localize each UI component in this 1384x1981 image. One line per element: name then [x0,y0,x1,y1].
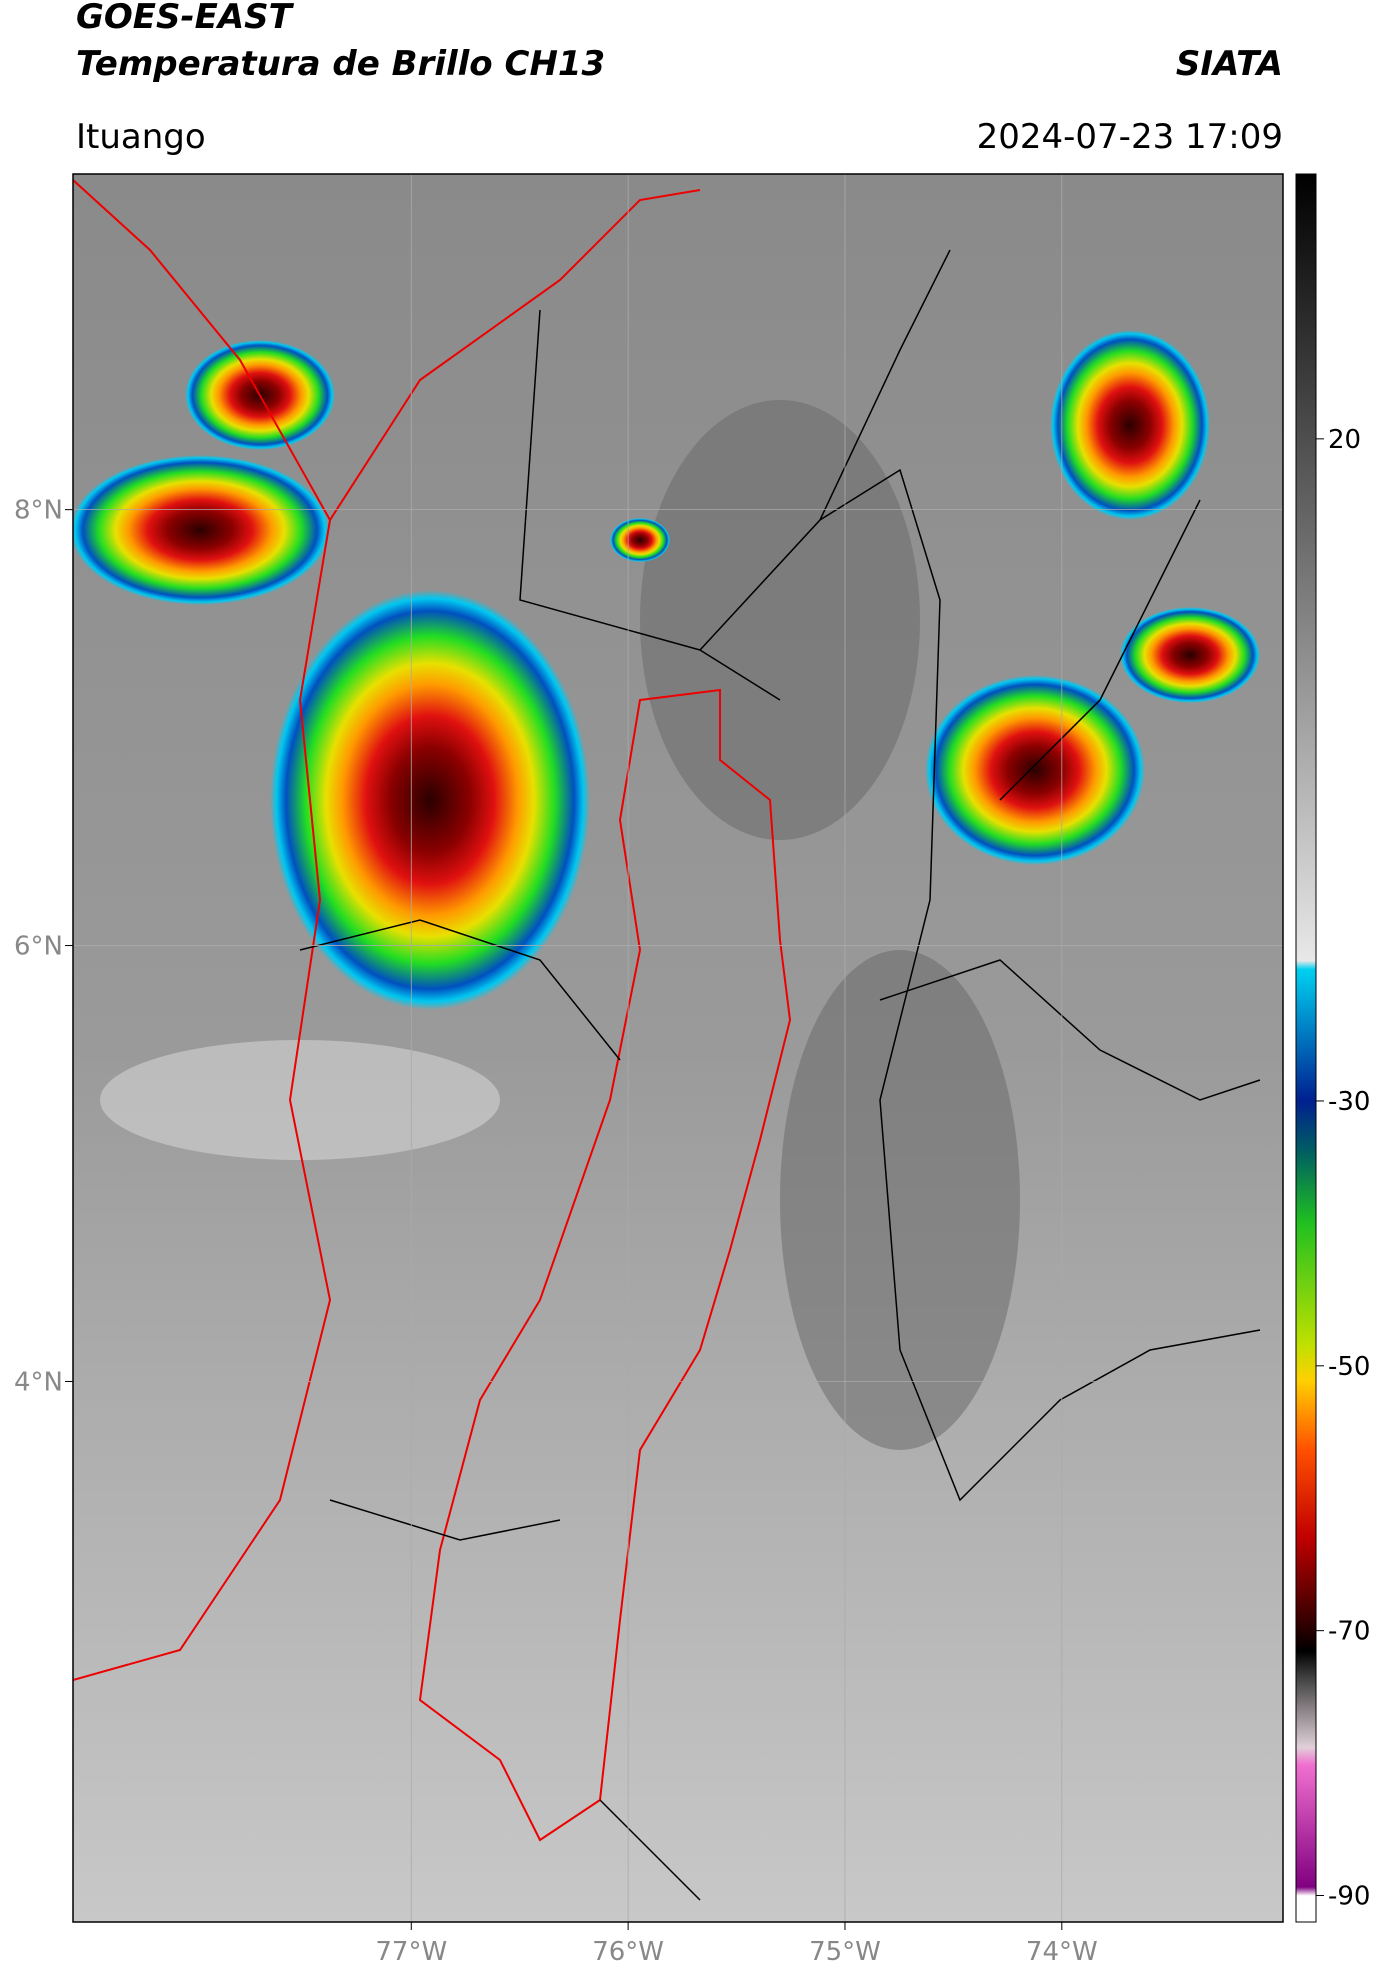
colorbar-label: -90 [1328,1882,1370,1912]
title: GOES-EAST [76,0,295,37]
source: SIATA [1176,44,1283,84]
location: Ituango [76,117,206,157]
colorbar [1295,173,1317,1923]
lon-label: 74°W [1026,1937,1098,1967]
colorbar-label: -70 [1328,1617,1370,1647]
colorbar-label: 20 [1328,425,1361,455]
lon-label: 76°W [592,1937,664,1967]
map-image [73,174,1283,1922]
subtitle: Temperatura de Brillo CH13 [76,44,605,84]
lat-label: 8°N [14,496,63,526]
colorbar-label: -30 [1328,1087,1370,1117]
lat-label: 4°N [14,1367,63,1397]
datetime: 2024-07-23 17:09 [977,117,1283,157]
map-frame [72,173,1284,1923]
lon-label: 77°W [375,1937,447,1967]
lat-label: 6°N [14,932,63,962]
colorbar-label: -50 [1328,1352,1370,1382]
lon-label: 75°W [809,1937,881,1967]
